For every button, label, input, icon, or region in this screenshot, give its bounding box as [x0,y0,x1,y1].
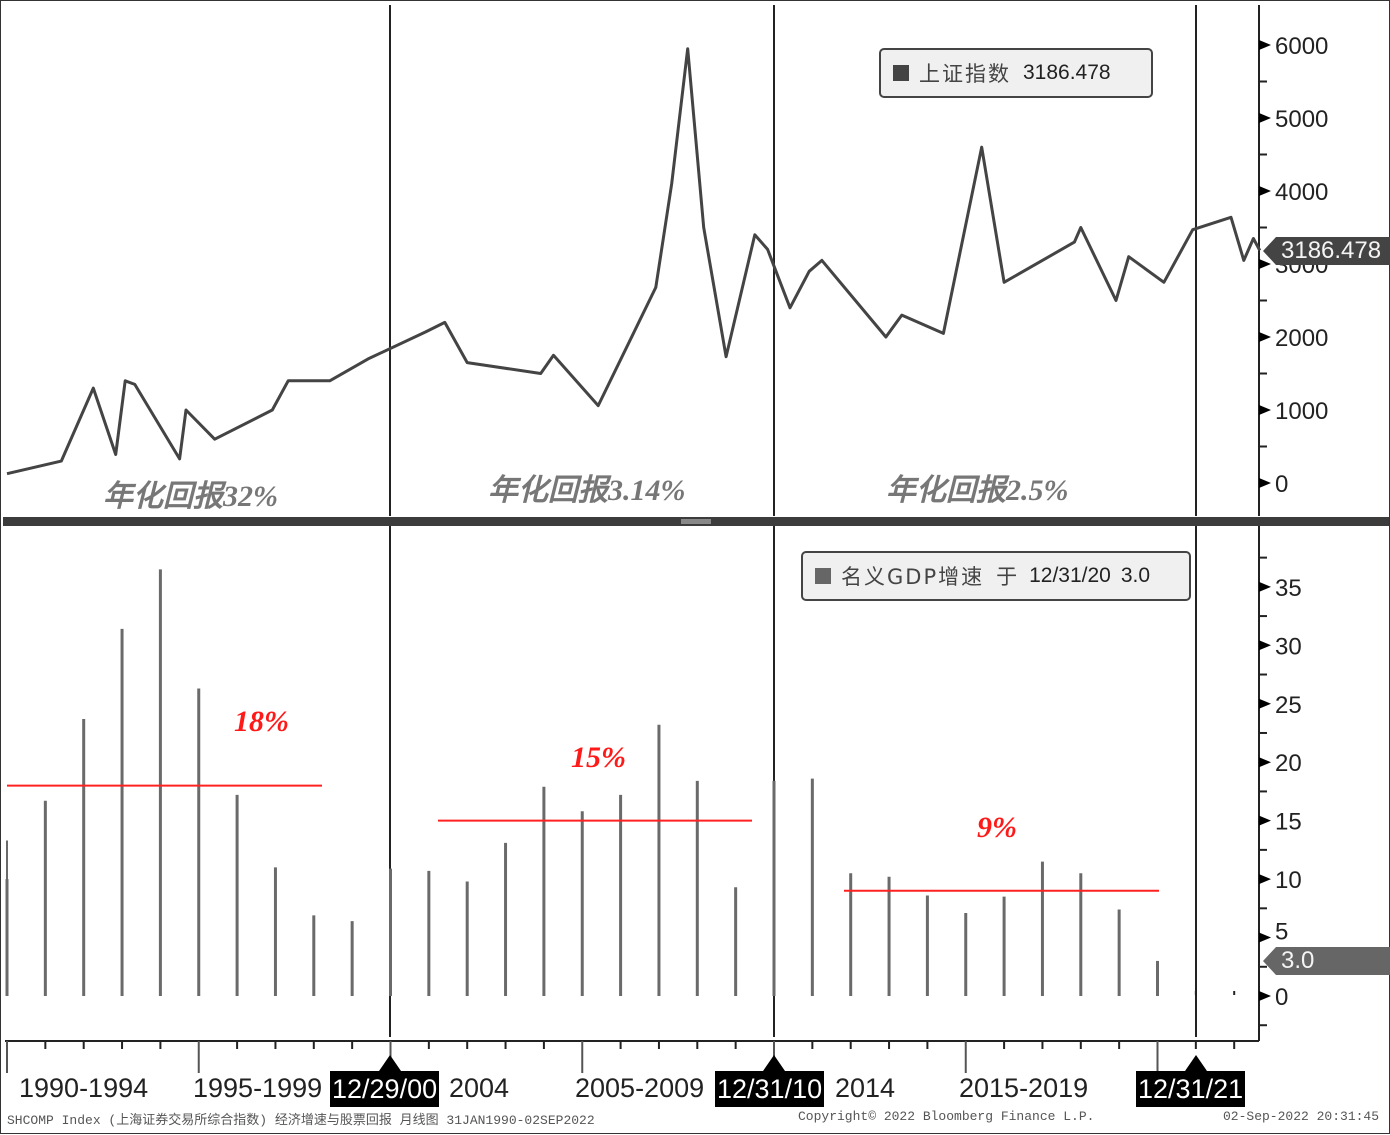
avg-label-2010s: 9% [977,811,1017,845]
top-legend[interactable]: 上证指数 3186.478 [879,48,1153,98]
bottom-legend[interactable]: 名义GDP增速 于 12/31/20 3.0 [801,551,1191,601]
divider-grip-icon[interactable] [681,519,711,524]
shcomp-price-line [7,49,1260,474]
x-label-2005-2009: 2005-2009 [575,1073,704,1104]
svg-text:10: 10 [1275,867,1302,894]
legend-date: 12/31/20 [1029,564,1111,588]
svg-text:1000: 1000 [1275,398,1328,425]
footer-timestamp: 02-Sep-2022 20:31:45 [1223,1109,1379,1124]
date-marker-2000[interactable]: 12/29/00 [330,1071,439,1107]
avg-label-2000s: 15% [571,741,626,775]
svg-text:0: 0 [1275,984,1288,1011]
legend-label: 上证指数 [919,58,1011,88]
top-y-axis: 0100020003000400050006000 [1259,33,1328,498]
svg-text:15: 15 [1275,809,1302,836]
bottom-last-value-tag: 3.0 [1263,947,1318,975]
svg-text:4000: 4000 [1275,179,1328,206]
top-last-price-tag: 3186.478 [1263,237,1385,265]
date-marker-2010[interactable]: 12/31/10 [715,1071,824,1107]
chart-window: 0100020003000400050006000 01015202530355… [0,0,1390,1134]
return-annotation-1990s: 年化回报32% [103,471,278,515]
date-marker-2021[interactable]: 12/31/21 [1136,1071,1245,1107]
avg-label-1990s: 18% [234,705,289,739]
return-annotation-2000s: 年化回报3.14% [488,465,686,509]
svg-text:20: 20 [1275,750,1302,777]
return-annotation-2010s: 年化回报2.5% [886,465,1069,509]
legend-date-prefix: 于 [996,561,1019,591]
svg-text:30: 30 [1275,633,1302,660]
svg-text:25: 25 [1275,692,1302,719]
svg-text:0: 0 [1275,471,1288,498]
svg-text:5: 5 [1275,919,1288,946]
legend-swatch-shcomp-icon [893,65,909,81]
svg-text:2000: 2000 [1275,325,1328,352]
footer-description: SHCOMP Index (上海证券交易所综合指数) 经济增速与股票回报 月线图… [7,1109,595,1128]
legend-value: 3186.478 [1023,61,1111,85]
svg-text:5000: 5000 [1275,106,1328,133]
x-label-1995-1999: 1995-1999 [193,1073,322,1104]
x-axis-ticks [7,991,1234,1073]
x-label-2004: 2004 [449,1073,509,1104]
legend-swatch-gdp-icon [815,568,831,584]
footer-copyright: Copyright© 2022 Bloomberg Finance L.P. [798,1109,1094,1124]
svg-text:6000: 6000 [1275,33,1328,60]
x-label-1990-1994: 1990-1994 [19,1073,148,1104]
legend-value: 3.0 [1121,564,1150,588]
date-marker-triangles [379,1055,1207,1071]
x-label-2014: 2014 [835,1073,895,1104]
legend-label: 名义GDP增速 [841,561,984,591]
x-label-2015-2019: 2015-2019 [959,1073,1088,1104]
svg-text:35: 35 [1275,575,1302,602]
gdp-bars [7,569,1158,996]
